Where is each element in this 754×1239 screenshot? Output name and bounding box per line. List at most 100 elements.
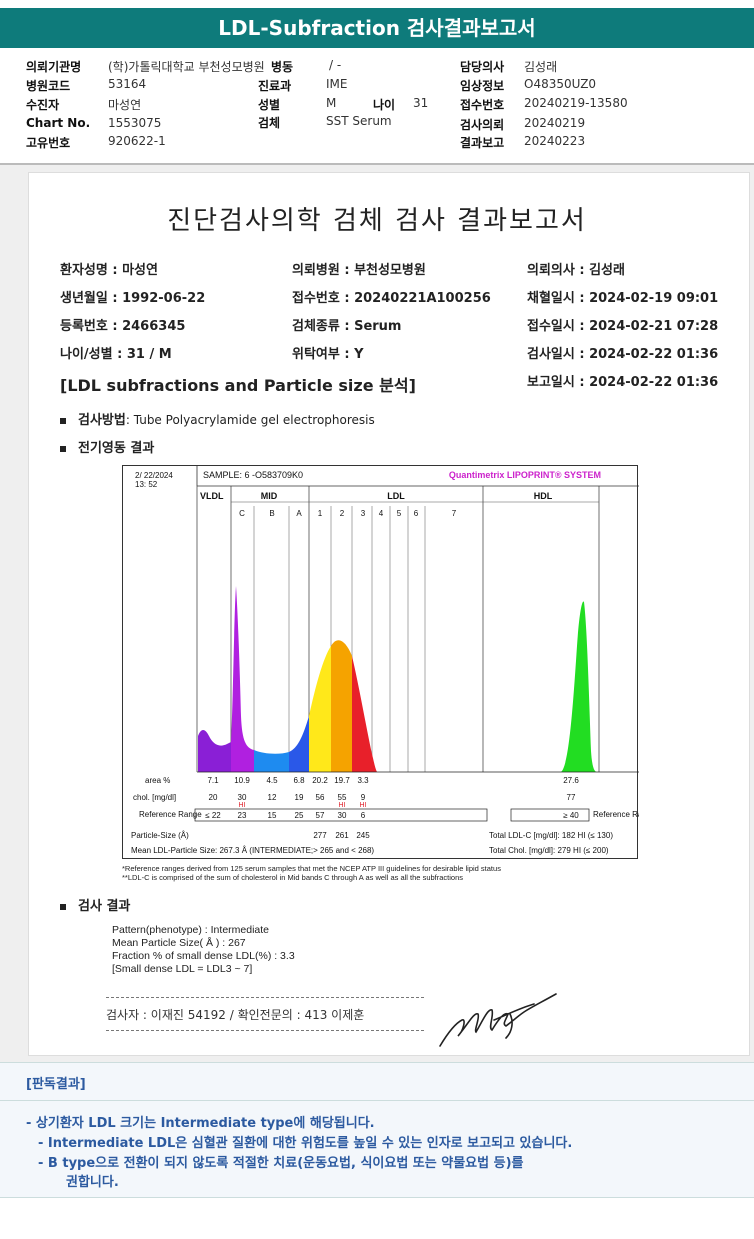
lp-group-mid: MID xyxy=(261,491,278,501)
lp-band-2: 2 xyxy=(340,509,345,518)
age-sex: 나이/성별 : 31 / M xyxy=(60,347,172,362)
report-title-bar: LDL-Subfraction 검사결과보고서 xyxy=(0,8,754,48)
requesting-doctor: 의뢰의사 : 김성래 xyxy=(527,263,625,278)
lp-area-label: area % xyxy=(145,776,170,785)
lp-total-ldl: Total LDL-C [mg/dl]: 182 HI (≤ 130) xyxy=(489,831,613,840)
lp-particle-label: Particle-Size (Å) xyxy=(131,831,189,840)
result-summary: Pattern(phenotype) : Intermediate Mean P… xyxy=(112,924,295,975)
lp-ref-side-label: Reference Range xyxy=(593,810,639,819)
method-line: 검사방법: Tube Polyacrylamide gel electropho… xyxy=(60,409,375,428)
lipoprint-panel: 2/ 22/2024 13: 52 SAMPLE: 6 -O583709K0 Q… xyxy=(122,465,639,859)
interpretation-heading: [판독결과] xyxy=(26,1077,86,1092)
lp-chol-a: 19 xyxy=(295,793,304,802)
lp-band-b: B xyxy=(269,509,274,518)
lp-peak-ldl3 xyxy=(352,656,377,772)
lp-chol-hdl: 77 xyxy=(567,793,576,802)
lp-ref-hdl: ≥ 40 xyxy=(563,811,579,820)
bullet-icon xyxy=(60,903,66,910)
registration-number: 등록번호 : 2466345 xyxy=(60,319,186,334)
outsourced-flag: 위탁여부 : Y xyxy=(292,347,364,362)
lp-peak-vldl xyxy=(198,730,231,772)
lp-mean-size: Mean LDL-Particle Size: 267.3 Å (INTERME… xyxy=(131,846,374,855)
document-title: 진단검사의학 검체 검사 결과보고서 xyxy=(167,206,587,236)
lp-ref-1: 57 xyxy=(316,811,325,820)
lp-area-1: 20.2 xyxy=(312,776,328,785)
lp-area-2: 19.7 xyxy=(334,776,350,785)
lipoprint-chart: 2/ 22/2024 13: 52 SAMPLE: 6 -O583709K0 Q… xyxy=(131,466,639,855)
result-heading: 검사 결과 xyxy=(60,895,130,914)
section-title: [LDL subfractions and Particle size 분석] xyxy=(60,376,416,395)
reference-footnotes: *Reference ranges derived from 125 serum… xyxy=(122,864,501,882)
lp-system: Quantimetrix LIPOPRINT® SYSTEM xyxy=(449,470,601,480)
lp-chol-vldl: 20 xyxy=(209,793,218,802)
lp-chol-1: 56 xyxy=(316,793,325,802)
electrophoresis-heading: 전기영동 결과 xyxy=(60,437,154,456)
signature-image xyxy=(439,993,557,1047)
lp-particle-2: 261 xyxy=(335,831,349,840)
lp-band-3: 3 xyxy=(361,509,366,518)
lp-chol-2: 55 xyxy=(338,793,347,802)
interpretation-line-3: - B type으로 전환이 되지 않도록 적절한 치료(운동요법, 식이요법 … xyxy=(38,1156,524,1171)
lp-area-a: 6.8 xyxy=(293,776,305,785)
lp-area-c: 10.9 xyxy=(234,776,250,785)
interpretation-line-2: - Intermediate LDL은 심혈관 질환에 대한 위험도를 높일 수… xyxy=(38,1136,573,1151)
interpretation-separator xyxy=(0,1100,754,1101)
lp-ref-label: Reference Range xyxy=(139,810,202,819)
interpretation-line-4: 권합니다. xyxy=(66,1175,119,1190)
receipt-datetime: 접수일시 : 2024-02-21 07:28 xyxy=(527,319,719,334)
divider-bottom xyxy=(106,1030,424,1031)
lp-chol-c: 30 xyxy=(238,793,247,802)
patient-name: 환자성명 : 마성연 xyxy=(60,263,158,278)
lp-band-7: 7 xyxy=(452,509,457,518)
bullet-icon xyxy=(60,417,66,424)
lp-peak-midb xyxy=(254,750,289,772)
lp-peak-mida xyxy=(289,716,309,772)
test-datetime: 검사일시 : 2024-02-22 01:36 xyxy=(527,347,719,362)
lp-band-c: C xyxy=(239,509,245,518)
lp-chol-3: 9 xyxy=(361,793,366,802)
lp-peak-ldl1 xyxy=(309,646,331,772)
lp-time: 13: 52 xyxy=(135,480,158,489)
interpretation-line-1: - 상기환자 LDL 크기는 Intermediate type에 해당됩니다. xyxy=(26,1116,375,1131)
lp-area-b: 4.5 xyxy=(266,776,278,785)
lp-area-3: 3.3 xyxy=(357,776,369,785)
lp-hi-3: HI xyxy=(360,802,367,809)
interpretation-panel xyxy=(0,1062,754,1198)
receipt-number: 접수번호 : 20240221A100256 xyxy=(292,291,491,306)
lp-peak-hdl xyxy=(561,601,597,772)
lp-ref-b: 15 xyxy=(268,811,277,820)
lp-hi-2: HI xyxy=(339,802,346,809)
lp-band-1: 1 xyxy=(318,509,323,518)
collection-datetime: 채혈일시 : 2024-02-19 09:01 xyxy=(527,291,719,306)
lp-sample: SAMPLE: 6 -O583709K0 xyxy=(203,470,303,480)
report-datetime: 보고일시 : 2024-02-22 01:36 xyxy=(527,375,719,390)
lp-hi-c: HI xyxy=(239,802,246,809)
lp-date: 2/ 22/2024 xyxy=(135,471,173,480)
order-info-panel: 의뢰기관명 (학)가톨릭대학교 부천성모병원 병원코드 53164 수진자 마성연 C… xyxy=(0,50,754,165)
birth-date: 생년월일 : 1992-06-22 xyxy=(60,291,206,306)
lp-band-4: 4 xyxy=(379,509,384,518)
lp-total-chol: Total Chol. [mg/dl]: 279 HI (≤ 200) xyxy=(489,846,609,855)
lp-particle-1: 277 xyxy=(313,831,327,840)
lp-group-ldl: LDL xyxy=(387,491,405,501)
lp-group-hdl: HDL xyxy=(534,491,553,501)
lp-band-5: 5 xyxy=(397,509,402,518)
lp-ref-2: 30 xyxy=(338,811,347,820)
lp-group-vldl: VLDL xyxy=(200,491,224,501)
specimen-type: 검체종류 : Serum xyxy=(292,319,402,334)
lp-band-a: A xyxy=(296,509,302,518)
lp-ref-c: 23 xyxy=(238,811,247,820)
lp-chol-b: 12 xyxy=(268,793,277,802)
lp-ref-vldl: ≤ 22 xyxy=(205,811,221,820)
lp-band-6: 6 xyxy=(414,509,419,518)
requesting-hospital: 의뢰병원 : 부천성모병원 xyxy=(292,263,426,278)
lp-area-vldl: 7.1 xyxy=(207,776,219,785)
lp-ref-a: 25 xyxy=(295,811,304,820)
lp-particle-3: 245 xyxy=(356,831,370,840)
tester-signature-line: 검사자 : 이재진 54192 / 확인전문의 : 413 이제훈 xyxy=(106,1008,365,1022)
bullet-icon xyxy=(60,445,66,452)
lp-area-hdl: 27.6 xyxy=(563,776,579,785)
lp-peak-ldl2 xyxy=(331,640,352,772)
lp-chol-label: chol. [mg/dl] xyxy=(133,793,176,802)
lp-ref-3: 6 xyxy=(361,811,366,820)
